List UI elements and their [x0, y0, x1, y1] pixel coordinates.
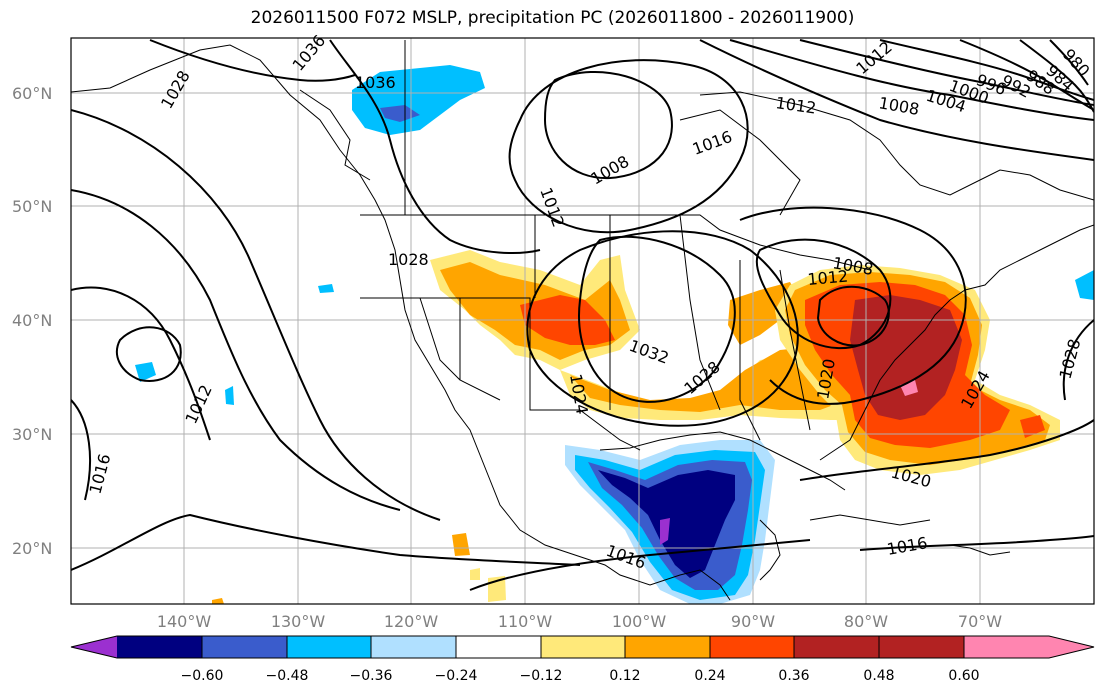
colorbar-tick-label: 0.60 — [948, 668, 979, 684]
colorbar-tick-label: 0.12 — [609, 668, 640, 684]
coastlines — [71, 40, 1094, 601]
latitude-labels: 60°N 50°N 40°N 30°N 20°N — [12, 84, 52, 558]
colorbar-swatch — [371, 636, 456, 658]
lon-label: 130°W — [271, 612, 326, 631]
colorbar-swatch — [71, 636, 117, 658]
isobars — [71, 39, 1094, 591]
lon-label: 90°W — [731, 612, 775, 631]
colorbar-swatch — [287, 636, 371, 658]
colorbar-swatch — [710, 636, 794, 658]
graticule — [71, 38, 1094, 604]
colorbar: −0.60 −0.48 −0.36 −0.24 −0.12 0.12 0.24 … — [70, 635, 1095, 684]
lon-label: 120°W — [384, 612, 439, 631]
colorbar-tick-label: −0.36 — [350, 668, 393, 684]
isobar-label: 1036 — [355, 73, 396, 92]
colorbar-tick-label: −0.60 — [181, 668, 224, 684]
colorbar-swatch — [456, 636, 541, 658]
colorbar-tick-label: 0.36 — [778, 668, 809, 684]
colorbar-tick-label: −0.12 — [520, 668, 563, 684]
lat-label: 40°N — [12, 311, 52, 330]
lat-label: 20°N — [12, 539, 52, 558]
colorbar-tick-label: −0.48 — [266, 668, 309, 684]
lon-label: 140°W — [157, 612, 212, 631]
lon-label: 80°W — [844, 612, 888, 631]
colorbar-swatch — [117, 636, 202, 658]
precip-area-negative-north — [352, 65, 1094, 300]
colorbar-swatch — [625, 636, 710, 658]
longitude-labels: 140°W 130°W 120°W 110°W 100°W 90°W 80°W … — [157, 612, 1002, 631]
colorbar-swatch — [879, 636, 964, 658]
plot-frame — [70, 37, 1095, 605]
colorbar-outline — [70, 635, 1095, 659]
lon-label: 110°W — [498, 612, 553, 631]
lat-label: 50°N — [12, 197, 52, 216]
colorbar-tick-label: 0.48 — [863, 668, 894, 684]
colorbar-swatch — [202, 636, 287, 658]
colorbar-swatch — [964, 636, 1094, 658]
colorbar-swatch — [541, 636, 625, 658]
precip-area-west — [430, 250, 640, 370]
isobar-label: 1012 — [807, 267, 849, 289]
colorbar-swatch — [794, 636, 879, 658]
isobar-label: 1028 — [388, 250, 429, 269]
map-title: 2026011500 F072 MSLP, precipitation PC (… — [250, 8, 855, 28]
lat-label: 30°N — [12, 425, 52, 444]
lon-label: 70°W — [958, 612, 1002, 631]
lon-label: 100°W — [612, 612, 667, 631]
lat-label: 60°N — [12, 84, 52, 103]
colorbar-tick-label: −0.24 — [435, 668, 478, 684]
colorbar-tick-label: 0.24 — [694, 668, 725, 684]
